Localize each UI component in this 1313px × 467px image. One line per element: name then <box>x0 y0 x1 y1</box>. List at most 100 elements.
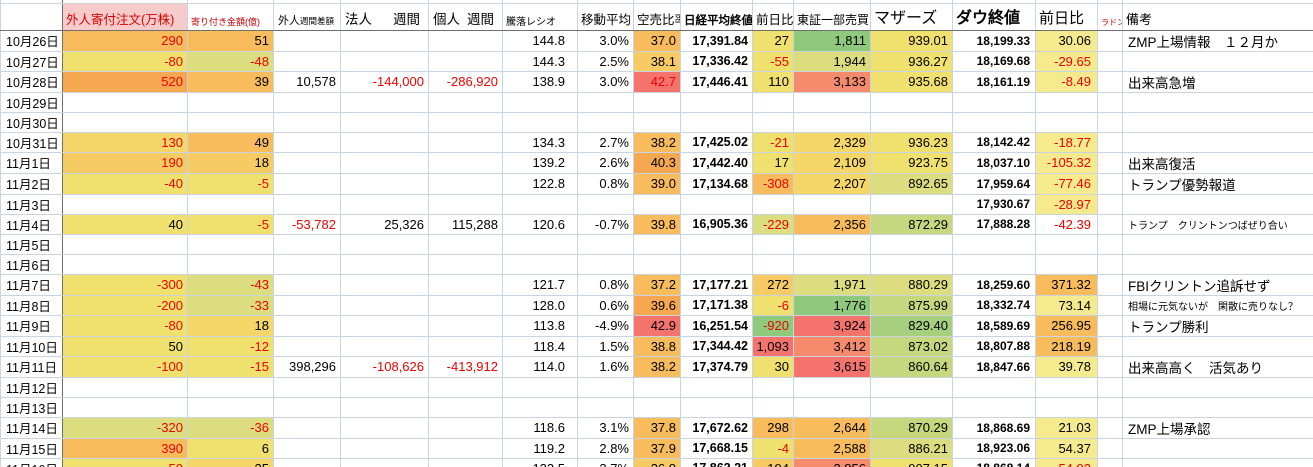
cell-opening_amount[interactable]: 25 <box>187 457 274 467</box>
cell-dow_change[interactable]: -29.65 <box>1035 50 1098 72</box>
cell-foreign_open_order[interactable] <box>62 376 188 398</box>
cell-nikkei_change[interactable] <box>752 111 794 133</box>
cell-advance_decline_ratio[interactable]: 121.7 <box>502 273 578 296</box>
cell-foreign_week[interactable] <box>273 253 341 275</box>
cell-individual_week[interactable] <box>428 314 503 337</box>
cell-date[interactable]: 10月30日 <box>0 111 63 133</box>
cell-corporate_week[interactable] <box>340 416 429 439</box>
cell-nikkei_close[interactable]: 17,425.02 <box>680 131 753 153</box>
header-individual_week[interactable]: 個人 週間 <box>428 2 503 31</box>
header-mothers[interactable]: マザーズ <box>870 2 953 31</box>
cell-nikkei_change[interactable]: 1,093 <box>752 335 794 357</box>
cell-moving_average[interactable]: 2.7% <box>577 131 634 153</box>
cell-individual_week[interactable] <box>428 335 503 357</box>
cell-moving_average[interactable]: -0.7% <box>577 213 634 235</box>
cell-dow_change[interactable]: -28.97 <box>1035 193 1098 215</box>
cell-mothers[interactable] <box>870 233 953 255</box>
cell-individual_week[interactable] <box>428 376 503 398</box>
cell-tse1_volume[interactable]: 1,971 <box>793 273 871 296</box>
cell-remarks[interactable] <box>1122 233 1313 255</box>
cell-opening_amount[interactable]: 18 <box>187 314 274 337</box>
cell-foreign_week[interactable] <box>273 396 341 418</box>
cell-moving_average[interactable]: 1.5% <box>577 335 634 357</box>
cell-remarks[interactable] <box>1122 396 1313 418</box>
header-foreign_open_order[interactable]: 外人寄付注文(万株) <box>62 2 188 31</box>
cell-nikkei_close[interactable]: 16,251.54 <box>680 314 753 337</box>
cell-remarks[interactable] <box>1122 91 1313 113</box>
cell-corporate_week[interactable] <box>340 335 429 357</box>
cell-radon[interactable] <box>1097 91 1123 113</box>
cell-moving_average[interactable]: 3.0% <box>577 29 634 52</box>
cell-dow_close[interactable] <box>952 376 1036 398</box>
cell-radon[interactable] <box>1097 376 1123 398</box>
cell-tse1_volume[interactable]: 3,615 <box>793 355 871 378</box>
cell-foreign_open_order[interactable]: -320 <box>62 416 188 439</box>
cell-individual_week[interactable] <box>428 131 503 153</box>
cell-dow_close[interactable]: 18,169.68 <box>952 50 1036 72</box>
cell-advance_decline_ratio[interactable]: 138.9 <box>502 70 578 93</box>
cell-date[interactable]: 10月28日 <box>0 70 63 93</box>
cell-date[interactable]: 11月10日 <box>0 335 63 357</box>
cell-dow_close[interactable]: 18,847.66 <box>952 355 1036 378</box>
cell-remarks[interactable] <box>1122 131 1313 153</box>
cell-mothers[interactable] <box>870 376 953 398</box>
cell-foreign_open_order[interactable] <box>62 91 188 113</box>
cell-nikkei_change[interactable]: 27 <box>752 29 794 52</box>
cell-foreign_open_order[interactable]: -200 <box>62 294 188 316</box>
cell-foreign_open_order[interactable]: 390 <box>62 437 188 459</box>
cell-foreign_week[interactable]: 10,578 <box>273 70 341 93</box>
cell-short_sell_ratio[interactable]: 38.1 <box>633 50 681 72</box>
cell-corporate_week[interactable]: -144,000 <box>340 70 429 93</box>
cell-nikkei_change[interactable] <box>752 376 794 398</box>
cell-moving_average[interactable] <box>577 396 634 418</box>
cell-short_sell_ratio[interactable] <box>633 91 681 113</box>
cell-tse1_volume[interactable] <box>793 253 871 275</box>
cell-short_sell_ratio[interactable]: 39.6 <box>633 294 681 316</box>
cell-dow_change[interactable]: -77.46 <box>1035 172 1098 195</box>
cell-radon[interactable] <box>1097 314 1123 337</box>
cell-nikkei_change[interactable]: 30 <box>752 355 794 378</box>
cell-radon[interactable] <box>1097 457 1123 467</box>
cell-dow_change[interactable]: -54.92 <box>1035 457 1098 467</box>
cell-radon[interactable] <box>1097 172 1123 195</box>
cell-dow_close[interactable]: 18,142.42 <box>952 131 1036 153</box>
cell-nikkei_close[interactable] <box>680 111 753 133</box>
cell-dow_change[interactable] <box>1035 253 1098 275</box>
cell-advance_decline_ratio[interactable]: 128.0 <box>502 294 578 316</box>
cell-foreign_week[interactable] <box>273 29 341 52</box>
cell-dow_close[interactable] <box>952 396 1036 418</box>
cell-short_sell_ratio[interactable]: 37.0 <box>633 29 681 52</box>
cell-corporate_week[interactable]: 25,326 <box>340 213 429 235</box>
header-tse1_volume[interactable]: 東証一部売買 <box>793 2 871 31</box>
cell-nikkei_close[interactable] <box>680 376 753 398</box>
cell-tse1_volume[interactable]: 1,944 <box>793 50 871 72</box>
cell-nikkei_change[interactable]: -229 <box>752 213 794 235</box>
cell-dow_close[interactable]: 18,868.69 <box>952 416 1036 439</box>
cell-corporate_week[interactable] <box>340 376 429 398</box>
cell-short_sell_ratio[interactable]: 39.8 <box>633 213 681 235</box>
cell-foreign_week[interactable] <box>273 131 341 153</box>
cell-advance_decline_ratio[interactable]: 113.8 <box>502 314 578 337</box>
cell-dow_change[interactable]: 371.32 <box>1035 273 1098 296</box>
cell-mothers[interactable]: 829.40 <box>870 314 953 337</box>
cell-nikkei_close[interactable]: 17,442.40 <box>680 151 753 174</box>
cell-radon[interactable] <box>1097 273 1123 296</box>
cell-nikkei_close[interactable]: 16,905.36 <box>680 213 753 235</box>
cell-dow_change[interactable]: 39.78 <box>1035 355 1098 378</box>
cell-nikkei_change[interactable]: -6 <box>752 294 794 316</box>
cell-short_sell_ratio[interactable]: 38.2 <box>633 355 681 378</box>
cell-opening_amount[interactable]: 49 <box>187 131 274 153</box>
cell-corporate_week[interactable] <box>340 111 429 133</box>
cell-remarks[interactable]: 出来高高く 活気あり <box>1122 355 1313 378</box>
cell-radon[interactable] <box>1097 193 1123 215</box>
cell-tse1_volume[interactable]: 3,924 <box>793 314 871 337</box>
cell-dow_change[interactable] <box>1035 111 1098 133</box>
cell-nikkei_change[interactable]: -21 <box>752 131 794 153</box>
cell-nikkei_close[interactable]: 17,177.21 <box>680 273 753 296</box>
cell-tse1_volume[interactable]: 2,644 <box>793 416 871 439</box>
cell-moving_average[interactable]: 1.6% <box>577 355 634 378</box>
cell-opening_amount[interactable]: -36 <box>187 416 274 439</box>
cell-mothers[interactable] <box>870 396 953 418</box>
cell-remarks[interactable]: トランプ クリントンつばぜり合い <box>1122 213 1313 235</box>
cell-radon[interactable] <box>1097 355 1123 378</box>
